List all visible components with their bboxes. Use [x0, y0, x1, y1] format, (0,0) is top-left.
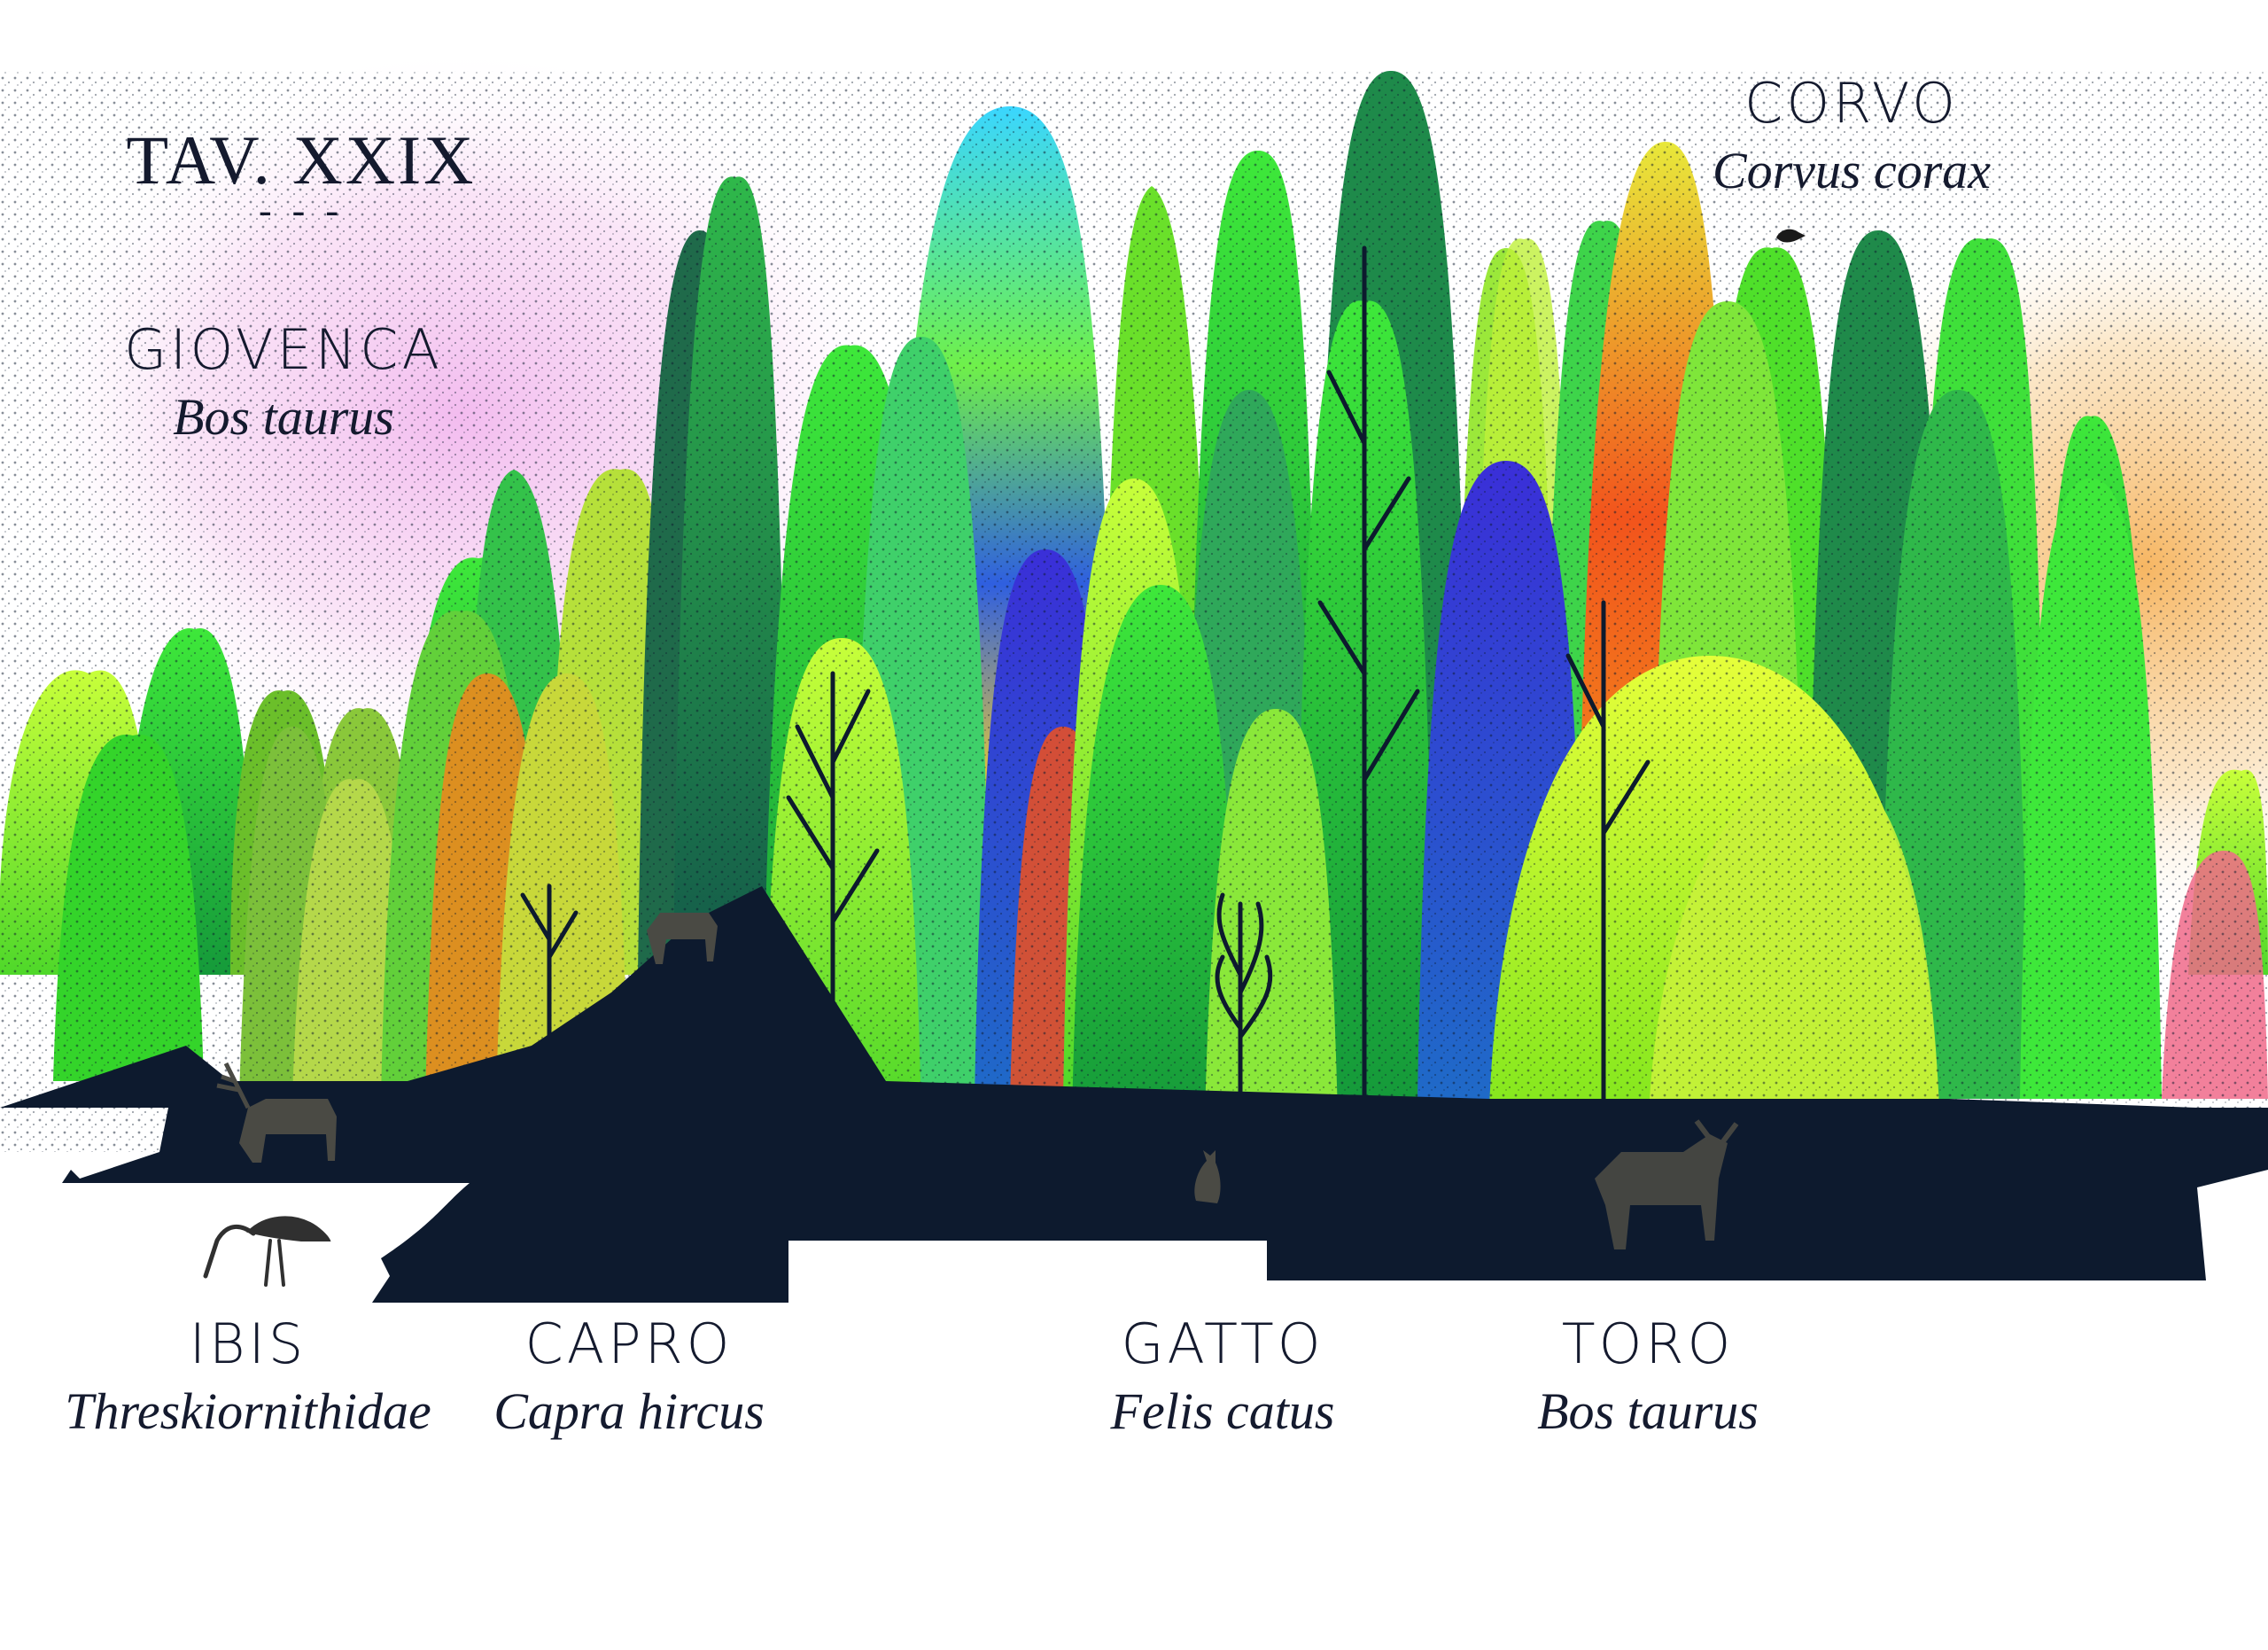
label-capro: CAPRO Capra hircus [478, 1311, 780, 1441]
label-toro: TORO Bos taurus [1506, 1311, 1790, 1441]
label-giovenca: GIOVENCA Bos taurus [106, 317, 461, 447]
deer-silhouette [216, 1062, 337, 1163]
plate-number: TAV. XXIX [126, 121, 477, 198]
goat-silhouette [647, 913, 718, 964]
label-common-name: GATTO [1121, 1311, 1324, 1376]
crow-silhouette [1776, 229, 1806, 243]
speckle-texture [0, 71, 2268, 1152]
label-corvo: CORVO Corvus corax [1648, 71, 2055, 200]
label-latin-name: Bos taurus [1537, 1382, 1759, 1440]
label-latin-name: Threskiornithidae [65, 1382, 431, 1440]
ibis-silhouette [203, 1216, 331, 1287]
plate-title: TAV. XXIX - - - [115, 121, 487, 233]
bare-branches [520, 245, 1651, 1101]
label-common-name: CAPRO [524, 1311, 734, 1376]
label-latin-name: Capra hircus [493, 1382, 765, 1440]
label-common-name: CORVO [1744, 71, 1959, 136]
label-latin-name: Bos taurus [173, 388, 394, 446]
label-common-name: TORO [1561, 1311, 1735, 1376]
label-gatto: GATTO Felis catus [1072, 1311, 1373, 1441]
bull-silhouette [1595, 1119, 1739, 1249]
label-latin-name: Felis catus [1110, 1382, 1335, 1440]
label-latin-name: Corvus corax [1712, 142, 1992, 199]
plate-rule: - - - [259, 189, 344, 232]
label-ibis: IBIS Threskiornithidae [35, 1311, 461, 1441]
cat-silhouette [1194, 1150, 1221, 1203]
label-common-name: IBIS [189, 1311, 307, 1376]
label-common-name: GIOVENCA [124, 317, 443, 382]
